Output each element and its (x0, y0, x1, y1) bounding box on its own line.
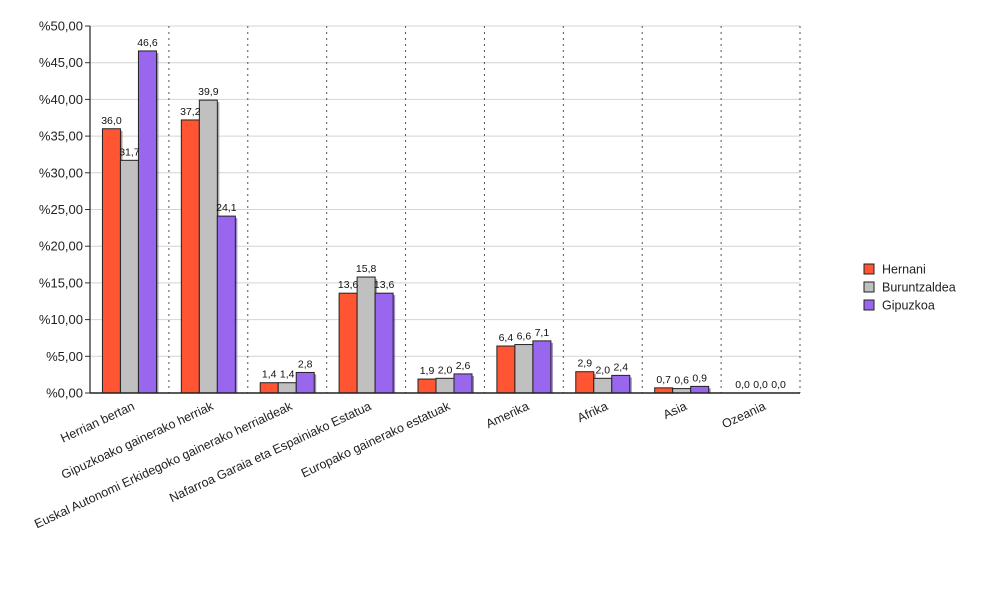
bar-buruntzaldea-2 (277, 382, 297, 394)
bar-hernani-4 (417, 378, 437, 394)
data-labels: 36,031,746,637,239,924,11,4 1,42,813,615,… (101, 37, 786, 391)
data-label: 0,9 (692, 372, 707, 384)
y-tick-label: %40,00 (39, 92, 83, 107)
bar-buruntzaldea-5 (514, 344, 534, 394)
y-tick-label: %25,00 (39, 202, 83, 217)
bars (101, 50, 711, 394)
data-label: 0,0 (735, 379, 750, 391)
y-tick-label: %10,00 (39, 312, 83, 327)
bar-gipuzkoa-4 (453, 373, 473, 394)
y-tick-label: %30,00 (39, 165, 83, 180)
bar-gipuzkoa-3 (374, 292, 394, 394)
data-label: 7,1 (535, 327, 550, 339)
data-label: 24,1 (216, 202, 237, 214)
y-axis: %0,00 %5,00 %10,00 %15,00 %20,00 %25,00 %30,00… (39, 19, 91, 401)
bar-buruntzaldea-4 (435, 377, 455, 394)
bar-hernani-1 (180, 119, 200, 394)
data-label: 0,6 (674, 375, 689, 387)
bar-hernani-5 (496, 345, 516, 394)
bar-gipuzkoa-5 (532, 340, 552, 394)
x-tick-label: Europako gainerako estatuak (299, 399, 453, 481)
data-label: 2,0 (595, 364, 610, 376)
legend-label-gipuzkoa: Gipuzkoa (882, 299, 935, 313)
bar-hernani-2 (259, 382, 279, 394)
bar-hernani-7 (654, 387, 674, 394)
data-label: 13,6 (374, 279, 395, 291)
legend-swatch-buruntzaldea (863, 281, 875, 293)
x-tick-label: Afrika (575, 399, 610, 425)
data-label: 2,4 (613, 361, 628, 373)
bar-buruntzaldea-0 (119, 159, 139, 394)
bar-hernani-0 (101, 128, 121, 394)
x-tick-label: Amerika (484, 399, 532, 431)
data-label: 13,6 (338, 279, 359, 291)
bar-gipuzkoa-7 (690, 385, 710, 394)
y-tick-label: %15,00 (39, 275, 83, 290)
y-tick-label: %45,00 (39, 55, 83, 70)
legend-label-buruntzaldea: Buruntzaldea (882, 281, 956, 295)
data-label: 36,0 (101, 115, 122, 127)
data-label: 6,6 (517, 331, 532, 343)
bar-gipuzkoa-6 (611, 374, 631, 394)
legend-swatch-hernani (863, 263, 875, 275)
x-tick-label: Asia (661, 399, 689, 422)
bar-buruntzaldea-3 (356, 276, 376, 394)
data-label: 6,4 (499, 332, 514, 344)
data-label: 37,2 (180, 106, 201, 118)
data-label: 0,0 (753, 379, 768, 391)
data-label: 31,7 (119, 146, 140, 158)
y-tick-label: %50,00 (39, 19, 83, 34)
y-tick-label: %35,00 (39, 129, 83, 144)
bar-gipuzkoa-2 (295, 371, 315, 394)
bar-gipuzkoa-0 (137, 50, 157, 394)
legend-label-hernani: Hernani (882, 263, 926, 277)
data-label: 2,6 (456, 360, 471, 372)
bar-gipuzkoa-1 (216, 215, 236, 394)
legend-swatch-gipuzkoa (863, 299, 875, 311)
y-tick-label: %5,00 (46, 349, 83, 364)
data-label: 0,0 (771, 379, 786, 391)
data-label: 1,9 (420, 365, 435, 377)
bar-buruntzaldea-1 (198, 99, 218, 394)
bar-hernani-6 (575, 371, 595, 394)
legend: Hernani Buruntzaldea Gipuzkoa (863, 263, 956, 313)
data-label: 1,4 (262, 369, 277, 381)
data-label: 0,7 (656, 374, 671, 386)
data-label: 2,0 (438, 364, 453, 376)
data-label: 2,9 (577, 358, 592, 370)
bar-buruntzaldea-6 (593, 377, 613, 394)
data-label: 39,9 (198, 86, 219, 98)
y-tick-label: %0,00 (46, 386, 83, 401)
data-label: 46,6 (137, 37, 158, 49)
y-tick-label: %20,00 (39, 239, 83, 254)
bar-hernani-3 (338, 292, 358, 394)
x-tick-label: Ozeania (720, 399, 768, 431)
data-label: 15,8 (356, 263, 377, 275)
data-label: 1,4 (280, 369, 295, 381)
data-label: 2,8 (298, 358, 313, 370)
